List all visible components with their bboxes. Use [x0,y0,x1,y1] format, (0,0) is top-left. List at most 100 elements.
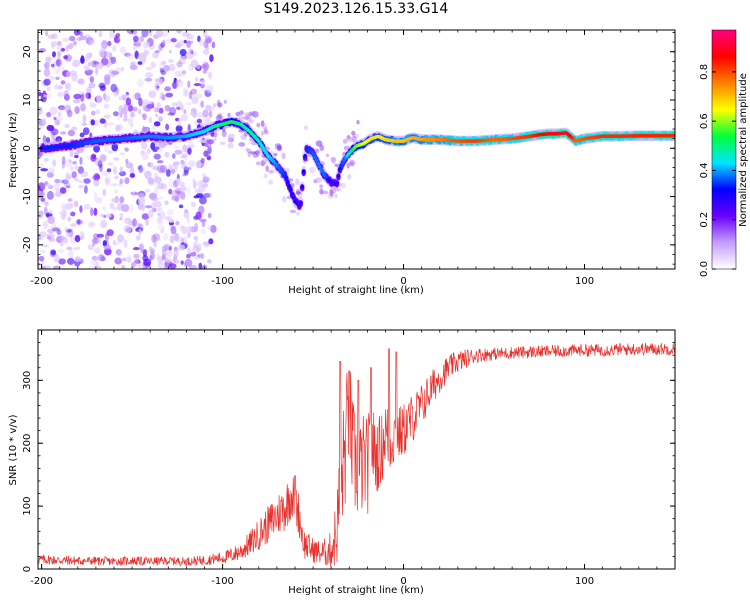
speckle-mark [183,87,189,94]
speckle-mark [141,152,149,161]
ridge-core-mark [290,191,294,196]
speckle-mark [183,39,187,44]
speckle-mark [334,194,338,199]
speckle-mark [190,201,196,208]
speckle-mark [42,118,47,126]
speckle-mark [256,122,261,128]
speckle-mark [115,249,122,256]
speckle-mark [125,91,129,96]
speckle-mark [143,171,148,176]
speckle-mark [78,184,84,189]
speckle-mark [219,141,226,146]
ridge-core-mark [672,133,675,138]
speckle-mark [132,218,138,227]
speckle-mark [65,174,72,180]
speckle-mark [179,40,185,47]
speckle-mark [186,40,192,49]
speckle-mark [121,94,126,101]
speckle-mark [103,103,110,109]
speckle-mark [158,142,163,148]
speckle-mark [89,40,95,45]
speckle-mark [57,65,62,74]
speckle-mark [181,70,186,75]
speckle-mark [103,114,111,119]
speckle-mark [142,113,147,121]
speckle-mark [185,225,193,234]
speckle-mark [203,193,211,198]
speckle-mark [56,41,62,46]
speckle-mark [160,42,165,48]
speckle-mark [131,190,135,196]
speckle-mark [112,45,117,52]
speckle-mark [176,235,184,244]
speckle-mark [152,233,161,241]
speckle-mark [81,122,87,126]
speckle-mark [107,122,115,126]
speckle-mark [57,117,64,121]
speckle-mark [123,239,128,249]
speckle-mark [43,157,49,162]
speckle-mark [156,253,160,260]
speckle-mark [144,170,152,180]
speckle-mark [48,209,53,215]
speckle-mark [57,85,64,90]
speckle-mark [90,119,96,126]
speckle-mark [114,257,122,265]
speckle-mark [60,80,66,85]
speckle-mark [169,106,177,116]
speckle-mark [180,57,186,65]
speckle-mark [80,103,86,112]
speckle-mark [190,144,195,148]
snr-series-line [38,342,675,568]
speckle-mark [346,135,351,140]
speckle-mark [46,87,51,91]
speckle-mark [69,149,74,158]
speckle-mark [207,145,212,155]
speckle-mark [100,213,105,218]
speckle-mark [43,78,51,86]
speckle-mark [217,113,223,120]
speckle-mark [153,121,161,127]
speckle-mark [295,211,301,216]
speckle-mark [40,168,48,172]
speckle-mark [61,156,66,165]
speckle-mark [342,138,348,144]
speckle-mark [117,112,121,121]
speckle-mark [140,55,147,64]
speckle-mark [79,56,85,64]
speckle-mark [110,198,118,202]
speckle-mark [50,249,56,256]
speckle-mark [66,246,72,250]
speckle-mark [77,78,85,85]
spectrogram-x-tick-label: 100 [575,276,594,287]
speckle-mark [55,76,60,81]
snr-panel: -200 -100 0 100 0 100 200 300 Height of straig… [8,329,676,596]
speckle-mark [187,147,192,155]
speckle-mark [124,147,129,152]
speckle-mark [147,162,151,167]
speckle-mark [167,218,175,223]
speckle-mark [178,244,185,251]
speckle-mark [75,219,83,225]
speckle-mark [147,148,151,154]
speckle-mark [49,106,58,116]
speckle-mark [63,93,70,101]
speckle-mark [74,151,80,155]
speckle-mark [84,185,88,194]
spectrogram-y-tick-label: -20 [22,237,33,253]
speckle-mark [57,50,62,57]
speckle-mark [56,179,65,184]
snr-y-tick-label: 0 [22,566,33,572]
speckle-mark [125,162,134,169]
speckle-mark [273,152,278,157]
speckle-mark [297,191,303,199]
speckle-mark [112,239,117,246]
speckle-mark [69,70,78,76]
speckle-mark [119,166,123,173]
speckle-mark [93,247,101,254]
speckle-mark [326,153,330,157]
speckle-mark [48,226,55,230]
speckle-mark [68,43,74,50]
speckle-mark [71,73,78,82]
speckle-mark [92,241,96,247]
